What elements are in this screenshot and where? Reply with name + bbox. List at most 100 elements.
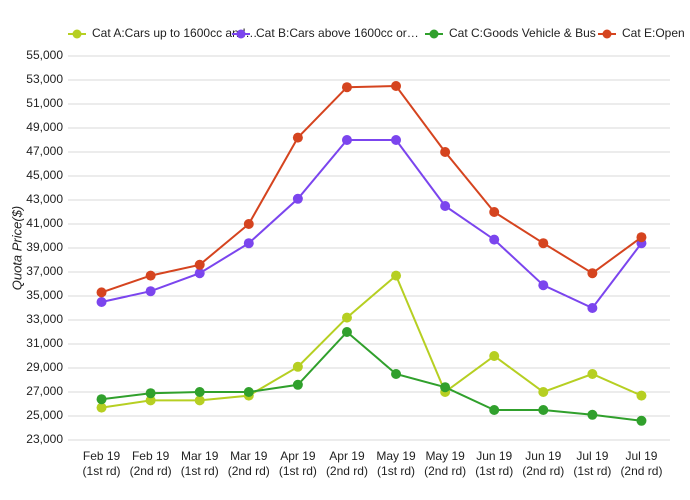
x-tick-label-line: Feb 19 — [83, 449, 121, 463]
legend-label: Cat B:Cars above 1600cc or… — [256, 26, 419, 40]
x-tick-label-line: Feb 19 — [132, 449, 170, 463]
x-tick-label-line: Jul 19 — [576, 449, 608, 463]
point — [194, 259, 205, 270]
point — [292, 132, 303, 143]
x-tick-label-line: (1st rd) — [475, 464, 513, 478]
point — [96, 394, 107, 405]
point — [243, 387, 254, 397]
x-tick-label-line: Mar 19 — [230, 449, 268, 463]
x-tick-label: Jun 19 (1st rd) — [475, 449, 513, 478]
point — [341, 312, 352, 323]
x-tick-label-line: (1st rd) — [181, 464, 219, 478]
x-tick-label: Feb 19 (2nd rd) — [130, 449, 172, 478]
point — [587, 369, 598, 379]
x-tick-label-line: (1st rd) — [83, 464, 121, 478]
y-tick-label: 23,000 — [26, 432, 63, 446]
point — [292, 193, 303, 204]
x-tick-label-line: Jun 19 — [476, 449, 512, 463]
point — [636, 232, 647, 243]
x-tick-label: May 19 (1st rd) — [376, 449, 416, 478]
y-tick-label: 53,000 — [26, 72, 63, 86]
point — [391, 81, 402, 91]
x-tick-label-line: Mar 19 — [181, 449, 219, 463]
point — [440, 201, 451, 211]
series-line — [101, 84, 643, 294]
y-tick-label: 35,000 — [26, 288, 63, 302]
point — [489, 405, 500, 415]
point — [194, 395, 205, 406]
y-tick-label: 27,000 — [26, 384, 63, 398]
x-tick-label: Jul 19 (2nd rd) — [620, 449, 662, 478]
y-tick-label: 25,000 — [26, 408, 63, 422]
legend-marker — [429, 29, 439, 39]
point — [96, 287, 107, 298]
x-tick-label: May 19 (2nd rd) — [424, 449, 466, 478]
y-tick-label: 29,000 — [26, 360, 63, 374]
point — [587, 409, 598, 420]
y-tick-label: 31,000 — [26, 336, 63, 350]
legend-marker — [72, 29, 82, 39]
point — [96, 297, 107, 307]
x-tick-label-line: (2nd rd) — [130, 464, 172, 478]
series-line — [101, 139, 643, 310]
point — [538, 405, 549, 415]
x-tick-label: Mar 19 (2nd rd) — [228, 449, 270, 478]
x-tick-label-line: May 19 — [425, 449, 465, 463]
legend-label: Cat A:Cars up to 1600cc and… — [92, 26, 257, 40]
point — [489, 234, 500, 245]
legend-marker — [602, 29, 612, 39]
x-tick-label: Mar 19 (1st rd) — [181, 449, 219, 478]
point — [341, 135, 352, 145]
point — [440, 147, 451, 157]
point — [292, 361, 303, 372]
point — [636, 415, 647, 426]
point — [587, 303, 598, 313]
x-tick-label-line: (1st rd) — [573, 464, 611, 478]
y-tick-label: 45,000 — [26, 168, 63, 182]
x-tick-label-line: Jul 19 — [625, 449, 657, 463]
point — [391, 135, 402, 145]
point — [243, 219, 254, 229]
point — [341, 327, 352, 337]
legend-label: Cat E:Open — [622, 26, 685, 40]
x-tick-label: Feb 19 (1st rd) — [83, 449, 121, 478]
point — [391, 270, 402, 281]
point — [636, 390, 647, 401]
x-tick-label: Apr 19 (1st rd) — [279, 449, 317, 478]
x-tick-label-line: Apr 19 — [329, 449, 365, 463]
point — [587, 268, 598, 279]
x-tick-label: Jun 19 (2nd rd) — [522, 449, 564, 478]
y-tick-label: 33,000 — [26, 312, 63, 326]
x-tick-label-line: (1st rd) — [279, 464, 317, 478]
y-tick-label: 47,000 — [26, 144, 63, 158]
point — [440, 382, 451, 393]
x-tick-label: Apr 19 (2nd rd) — [326, 449, 368, 478]
point — [538, 238, 549, 249]
y-axis-title: Quota Price($) — [9, 206, 24, 291]
x-tick-label-line: (2nd rd) — [228, 464, 270, 478]
x-tick-label-line: (2nd rd) — [620, 464, 662, 478]
x-tick-label-line: (2nd rd) — [326, 464, 368, 478]
point — [489, 207, 500, 217]
y-tick-label: 55,000 — [26, 48, 63, 62]
point — [341, 82, 352, 93]
y-tick-label: 39,000 — [26, 240, 63, 254]
y-tick-label: 43,000 — [26, 192, 63, 206]
point — [145, 286, 156, 297]
y-tick-label: 37,000 — [26, 264, 63, 278]
x-tick-label-line: (1st rd) — [377, 464, 415, 478]
x-tick-label-line: May 19 — [376, 449, 416, 463]
legend-label: Cat C:Goods Vehicle & Bus — [449, 26, 596, 40]
y-tick-label: 41,000 — [26, 216, 63, 230]
series-line — [101, 330, 642, 422]
point — [489, 351, 500, 361]
legend-marker — [236, 29, 246, 39]
x-tick-label-line: Jun 19 — [525, 449, 561, 463]
point — [292, 379, 303, 390]
x-tick-label-line: (2nd rd) — [424, 464, 466, 478]
series-line — [101, 273, 642, 409]
x-tick-label-line: (2nd rd) — [522, 464, 564, 478]
point — [96, 402, 107, 413]
point — [391, 369, 402, 379]
